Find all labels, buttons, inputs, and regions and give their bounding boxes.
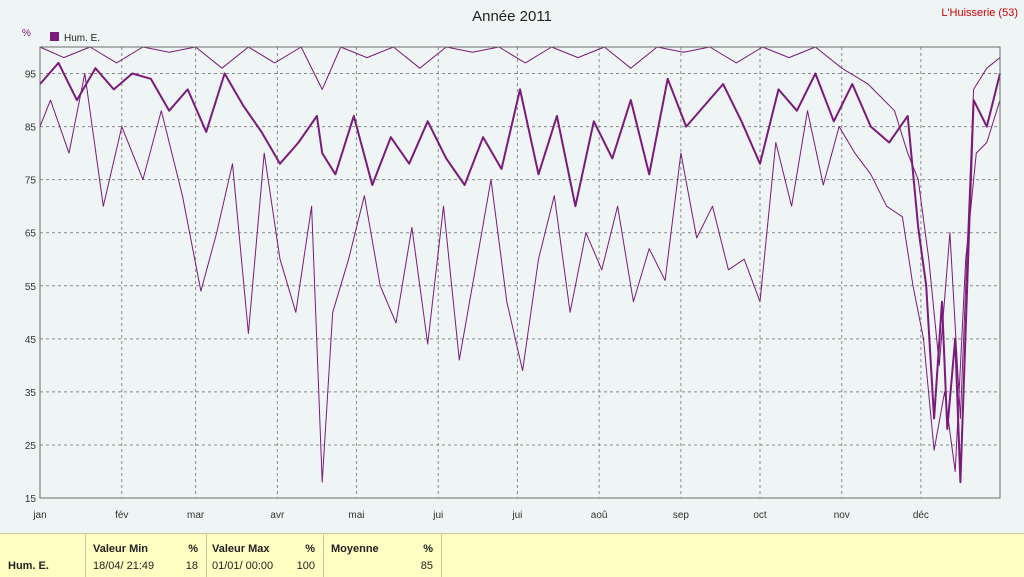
mean-value: 85 — [420, 560, 433, 572]
x-tick-label: avr — [270, 510, 285, 521]
x-tick-label: mai — [348, 510, 364, 521]
x-tick-label: déc — [913, 510, 929, 521]
plot-frame — [39, 46, 1001, 499]
series-line-max — [39, 46, 1001, 419]
min-header: Valeur Min — [93, 543, 149, 555]
y-tick-label: 85 — [25, 123, 37, 134]
min-value: 18 — [185, 560, 198, 572]
stats-min-cell: Valeur Min % 18/04/ 21:49 18 — [86, 534, 207, 577]
y-tick-label: 95 — [25, 70, 37, 81]
x-tick-label: sep — [673, 510, 690, 521]
x-axis: jan fév mar avr mai jui jui aoû sep oct nov déc — [32, 510, 929, 521]
x-tick-label: aoû — [591, 510, 608, 521]
x-tick-label: oct — [753, 510, 767, 521]
legend-swatch — [50, 32, 59, 41]
x-tick-label: jan — [32, 510, 46, 521]
series-line-mean — [39, 61, 1001, 484]
max-header: Valeur Max — [212, 543, 270, 555]
x-tick-label: mar — [187, 510, 205, 521]
series-line-min — [39, 73, 1001, 483]
stats-max-cell: Valeur Max % 01/01/ 00:00 100 — [207, 534, 324, 577]
stats-panel: Hum. E. Valeur Min % 18/04/ 21:49 18 Val… — [0, 533, 1024, 577]
mean-unit: % — [423, 543, 433, 555]
x-tick-label: jui — [432, 510, 443, 521]
x-tick-label: nov — [834, 510, 850, 521]
y-tick-label: 75 — [25, 176, 37, 187]
min-unit: % — [188, 543, 198, 555]
y-axis: 15 25 35 45 55 65 75 85 95 — [25, 70, 37, 505]
min-date: 18/04/ 21:49 — [93, 560, 155, 572]
max-date: 01/01/ 00:00 — [212, 560, 274, 572]
y-tick-label: 25 — [25, 441, 37, 452]
y-tick-label: 45 — [25, 335, 37, 346]
max-value: 100 — [296, 560, 315, 572]
humidity-chart: Année 2011 L'Huisserie (53) % 15 25 35 45 55… — [22, 7, 1018, 521]
grid — [40, 47, 1000, 498]
x-tick-label: jui — [511, 510, 522, 521]
y-tick-label: 55 — [25, 282, 37, 293]
y-unit-label: % — [22, 28, 31, 39]
y-tick-label: 65 — [25, 229, 37, 240]
series-layer — [39, 46, 1001, 484]
y-tick-label: 15 — [25, 494, 37, 505]
station-name: L'Huisserie (53) — [941, 7, 1018, 19]
chart-title: Année 2011 — [472, 8, 552, 25]
chart-area: Année 2011 L'Huisserie (53) % 15 25 35 45 55… — [22, 7, 1018, 521]
mean-header: Moyenne — [331, 543, 379, 555]
x-tick-label: fév — [115, 510, 128, 521]
stats-mean-cell: Moyenne % 85 — [324, 534, 442, 577]
stats-series-cell: Hum. E. — [0, 534, 86, 577]
y-tick-label: 35 — [25, 388, 37, 399]
legend: Hum. E. — [50, 32, 100, 44]
stats-series-label: Hum. E. — [8, 560, 49, 572]
legend-label: Hum. E. — [64, 33, 100, 44]
max-unit: % — [305, 543, 315, 555]
